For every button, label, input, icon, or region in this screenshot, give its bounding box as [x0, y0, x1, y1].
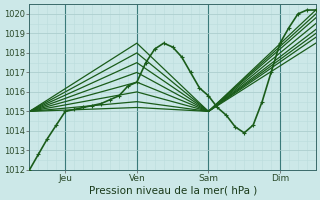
X-axis label: Pression niveau de la mer( hPa ): Pression niveau de la mer( hPa )	[89, 186, 257, 196]
